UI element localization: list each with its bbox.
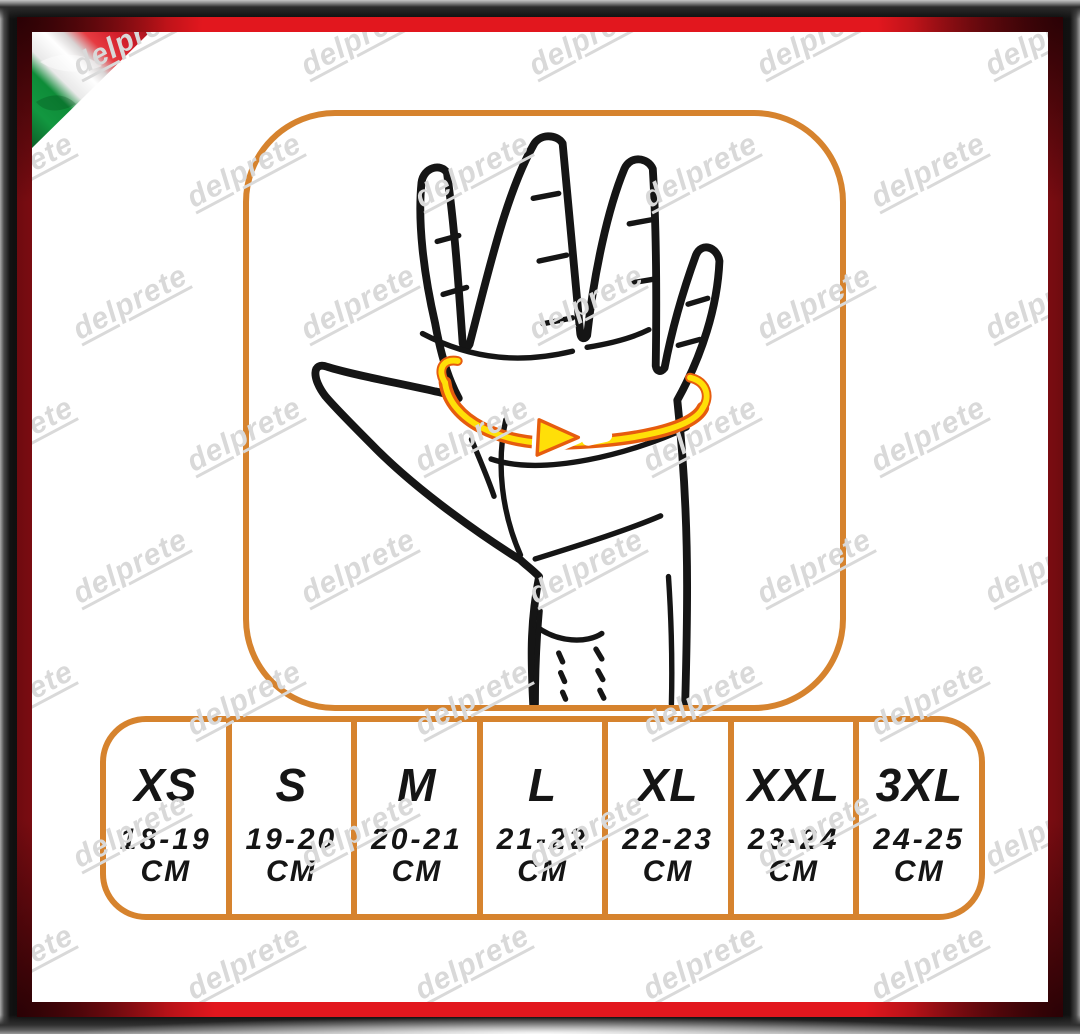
watermark-text: delprete <box>637 918 763 1002</box>
content-area: XS 18-19 CM S 19-20 CM M 20-21 CM L 21-2… <box>32 32 1048 1002</box>
size-cell-xl: XL 22-23 CM <box>608 722 734 914</box>
size-label: M <box>397 759 437 811</box>
size-label: L <box>527 759 558 811</box>
watermark-text: delprete <box>409 918 535 1002</box>
size-range: 21-22 <box>496 823 589 856</box>
size-range: 20-21 <box>371 823 463 856</box>
size-label: 3XL <box>875 759 963 811</box>
size-range: 22-23 <box>622 823 714 856</box>
size-chart-table: XS 18-19 CM S 19-20 CM M 20-21 CM L 21-2… <box>100 716 985 920</box>
size-cell-xxl: XXL 23-24 CM <box>734 722 860 914</box>
size-unit: CM <box>893 854 945 888</box>
size-label: S <box>275 759 308 811</box>
size-cell-xs: XS 18-19 CM <box>106 722 232 914</box>
size-range: 24-25 <box>873 823 966 856</box>
measuring-arrow-icon <box>531 413 585 461</box>
size-range: 18-19 <box>119 823 212 856</box>
watermark-text: delprete <box>67 522 193 611</box>
watermark-text: delprete <box>751 32 877 83</box>
watermark-text: delprete <box>979 258 1048 347</box>
size-unit: CM <box>517 854 568 888</box>
inner-red-frame: XS 18-19 CM S 19-20 CM M 20-21 CM L 21-2… <box>17 17 1063 1017</box>
watermark-text: delprete <box>865 390 991 479</box>
size-cell-m: M 20-21 CM <box>357 722 483 914</box>
watermark-text: delprete <box>295 32 421 83</box>
size-label: XXL <box>747 759 840 811</box>
watermark-text: delprete <box>67 258 193 347</box>
watermark-text: delprete <box>523 32 649 83</box>
palm-crease-lines <box>419 326 690 705</box>
size-cell-3xl: 3XL 24-25 CM <box>859 722 979 914</box>
italy-flag-corner-icon <box>32 32 150 148</box>
watermark-text: delprete <box>32 654 79 743</box>
watermark-text: delprete <box>979 522 1048 611</box>
hand-illustration <box>311 132 724 705</box>
size-unit: CM <box>768 854 819 888</box>
hand-measurement-panel <box>243 110 846 711</box>
size-label: XS <box>134 759 198 811</box>
watermark-text: delprete <box>865 126 991 215</box>
watermark-text: delprete <box>32 918 79 1002</box>
watermark-text: delprete <box>32 390 79 479</box>
hand-outline <box>311 132 724 705</box>
watermark-text: delprete <box>865 918 991 1002</box>
size-cell-s: S 19-20 CM <box>232 722 358 914</box>
size-range: 23-24 <box>747 823 840 856</box>
size-unit: CM <box>391 854 443 888</box>
size-unit: CM <box>642 854 694 888</box>
size-range: 19-20 <box>245 823 338 856</box>
size-cell-l: L 21-22 CM <box>483 722 609 914</box>
hand-silhouette <box>315 136 720 705</box>
watermark-text: delprete <box>181 918 307 1002</box>
size-unit: CM <box>140 854 192 888</box>
measuring-band-icon <box>436 355 712 461</box>
size-unit: CM <box>266 854 317 888</box>
watermark-text: delprete <box>979 786 1048 875</box>
size-label: XL <box>637 759 699 811</box>
finger-crease-marks <box>434 190 711 349</box>
watermark-text: delprete <box>979 32 1048 83</box>
